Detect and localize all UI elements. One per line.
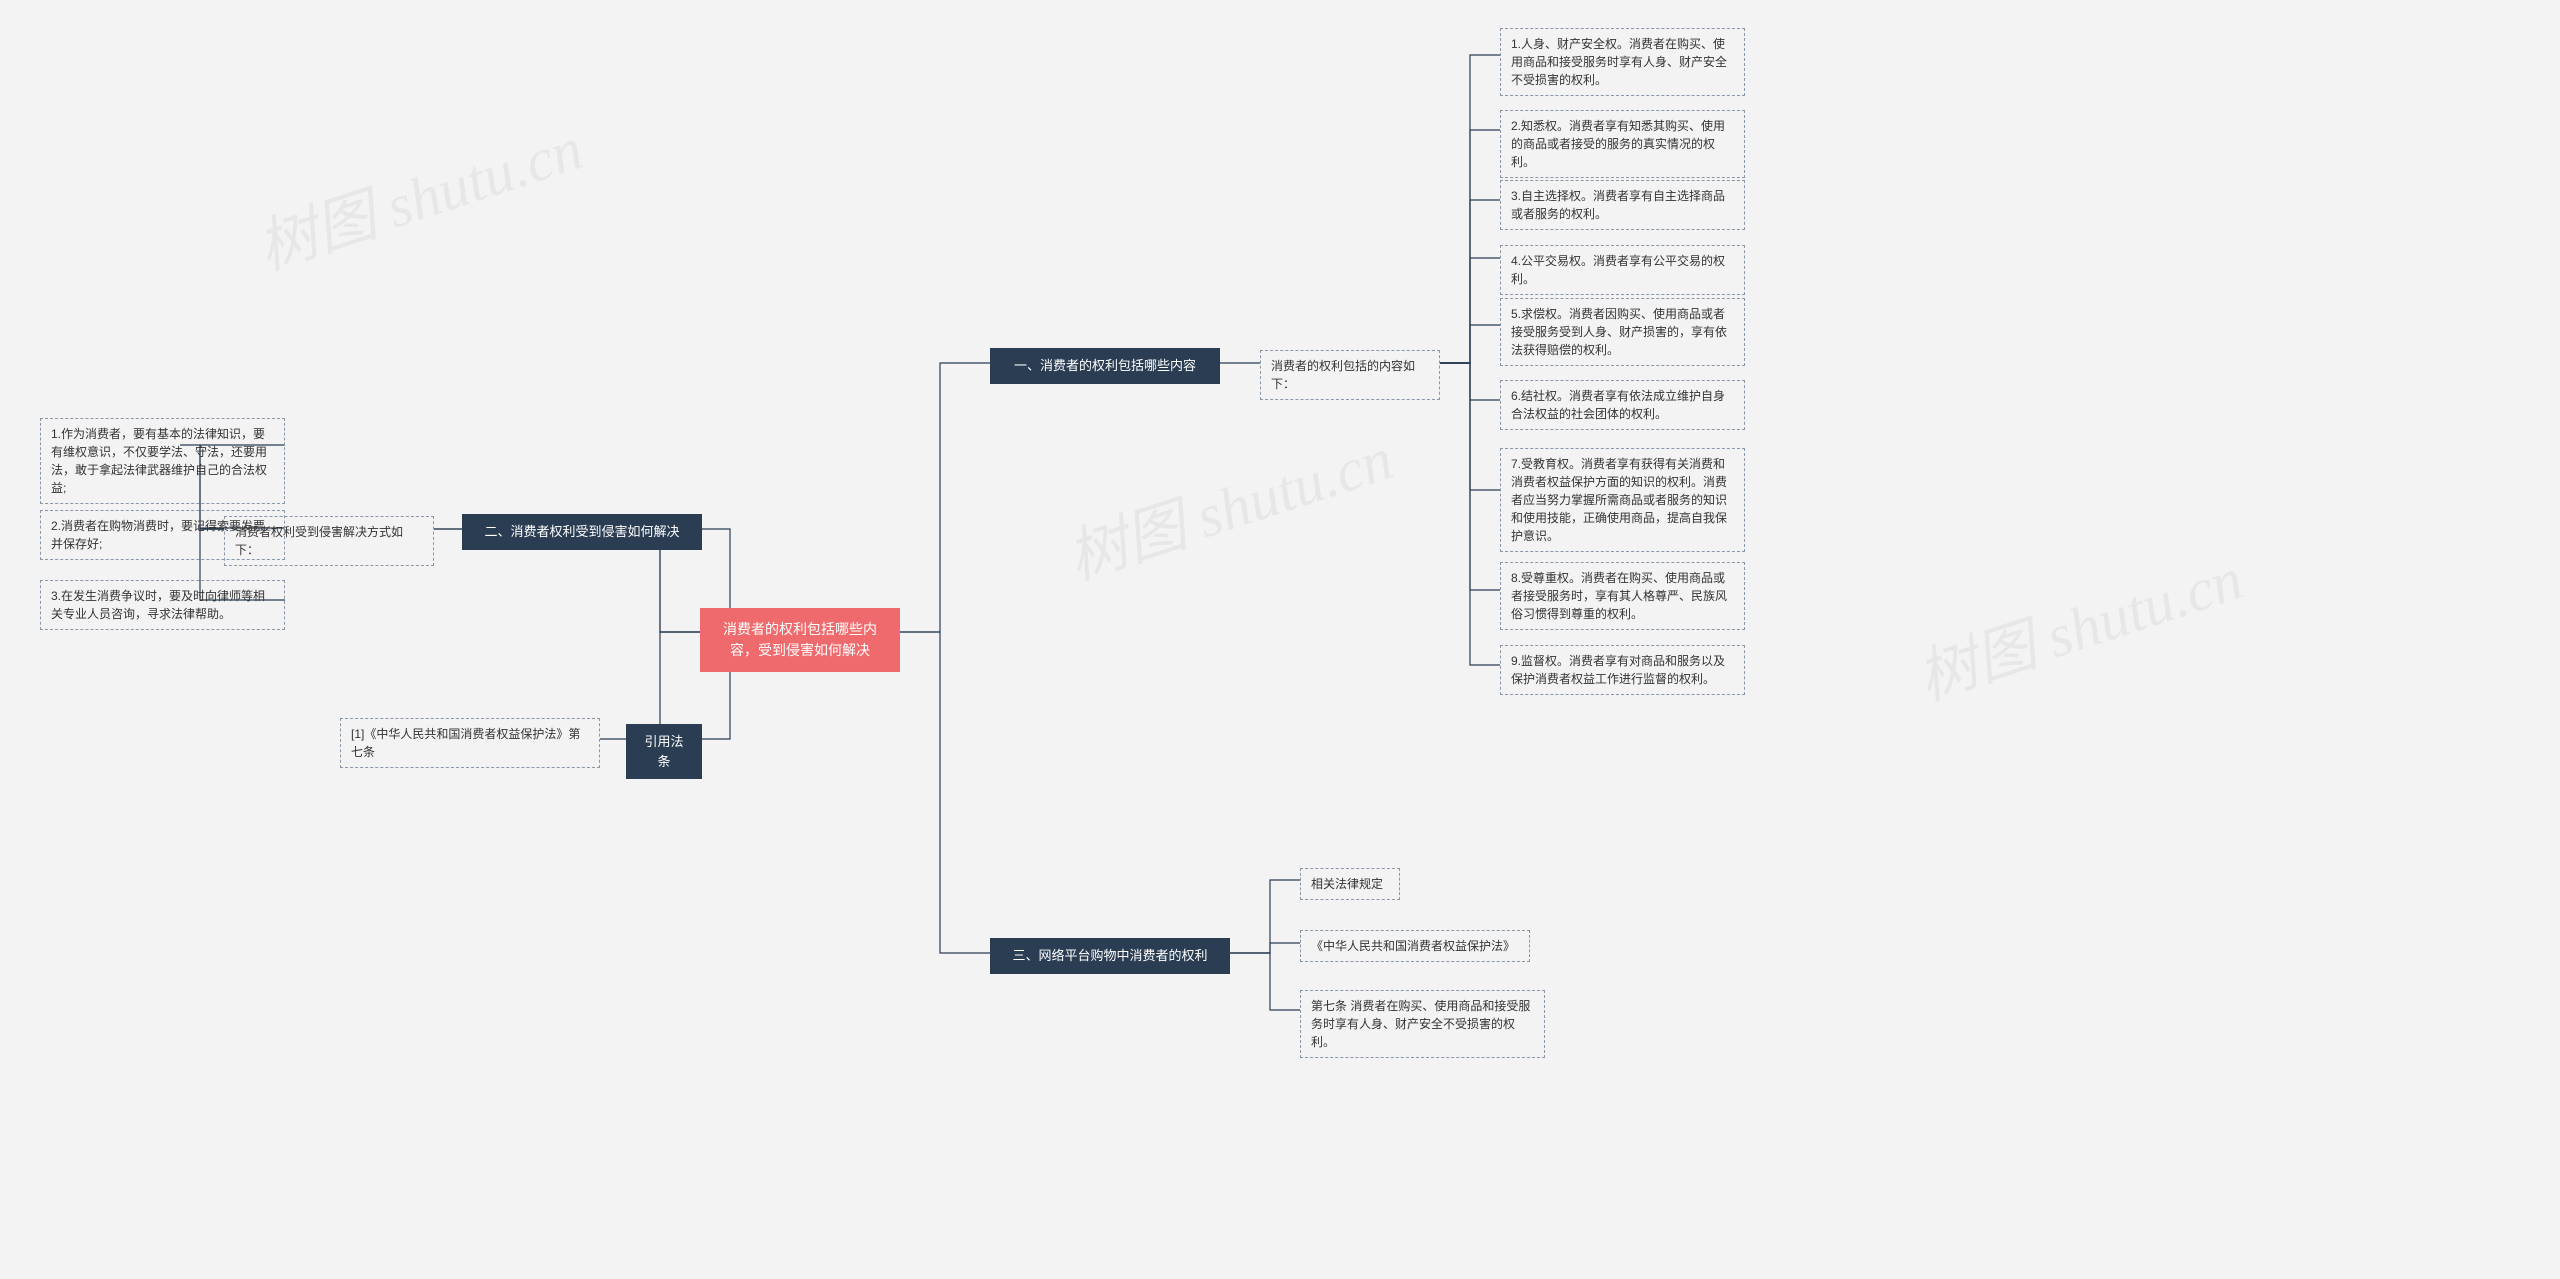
leaf-b1-3: 3.自主选择权。消费者享有自主选择商品或者服务的权利。 (1500, 180, 1745, 230)
leaf-b1-1: 1.人身、财产安全权。消费者在购买、使用商品和接受服务时享有人身、财产安全不受损… (1500, 28, 1745, 96)
leaf-b1-9: 9.监督权。消费者享有对商品和服务以及保护消费者权益工作进行监督的权利。 (1500, 645, 1745, 695)
leaf-b3-1: 相关法律规定 (1300, 868, 1400, 900)
leaf-b1-7: 7.受教育权。消费者享有获得有关消费和消费者权益保护方面的知识的权利。消费者应当… (1500, 448, 1745, 552)
leaf-b1-6: 6.结社权。消费者享有依法成立维护自身合法权益的社会团体的权利。 (1500, 380, 1745, 430)
leaf-b1-5: 5.求偿权。消费者因购买、使用商品或者接受服务受到人身、财产损害的，享有依法获得… (1500, 298, 1745, 366)
branch-3: 三、网络平台购物中消费者的权利 (990, 938, 1230, 974)
watermark: 树图 shutu.cn (1055, 410, 1402, 597)
watermark: 树图 shutu.cn (1905, 530, 2252, 717)
connector-lines (0, 0, 2560, 1279)
sub-4: [1]《中华人民共和国消费者权益保护法》第七条 (340, 718, 600, 768)
leaf-b3-2: 《中华人民共和国消费者权益保护法》 (1300, 930, 1530, 962)
watermark: 树图 shutu.cn (245, 100, 592, 287)
leaf-b2-2: 2.消费者在购物消费时，要记得索要发票并保存好; (40, 510, 285, 560)
leaf-b2-3: 3.在发生消费争议时，要及时向律师等相关专业人员咨询，寻求法律帮助。 (40, 580, 285, 630)
leaf-b3-3: 第七条 消费者在购买、使用商品和接受服务时享有人身、财产安全不受损害的权利。 (1300, 990, 1545, 1058)
branch-4: 引用法条 (626, 724, 702, 779)
branch-1: 一、消费者的权利包括哪些内容 (990, 348, 1220, 384)
root-node: 消费者的权利包括哪些内容，受到侵害如何解决 (700, 608, 900, 672)
branch-2: 二、消费者权利受到侵害如何解决 (462, 514, 702, 550)
leaf-b1-4: 4.公平交易权。消费者享有公平交易的权利。 (1500, 245, 1745, 295)
leaf-b2-1: 1.作为消费者，要有基本的法律知识，要有维权意识，不仅要学法、守法，还要用法，敢… (40, 418, 285, 504)
leaf-b1-8: 8.受尊重权。消费者在购买、使用商品或者接受服务时，享有其人格尊严、民族风俗习惯… (1500, 562, 1745, 630)
sub-1: 消费者的权利包括的内容如下： (1260, 350, 1440, 400)
leaf-b1-2: 2.知悉权。消费者享有知悉其购买、使用的商品或者接受的服务的真实情况的权利。 (1500, 110, 1745, 178)
